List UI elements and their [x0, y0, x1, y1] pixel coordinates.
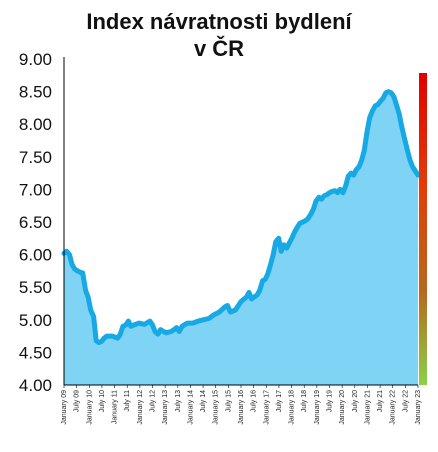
x-tick-label: July 21 — [377, 390, 384, 412]
x-tick-label: July 14 — [200, 390, 207, 412]
x-tick-label: July 22 — [402, 390, 409, 412]
x-tick-label: July 09 — [74, 390, 81, 412]
x-tick-label: July 15 — [225, 390, 232, 412]
x-tick-label: July 13 — [175, 390, 182, 412]
x-tick-label: July 18 — [301, 390, 308, 412]
x-tick-label: July 12 — [150, 390, 157, 412]
gauge-bar — [419, 73, 427, 385]
y-tick-label: 7.50 — [19, 148, 52, 167]
x-tick-label: July 10 — [99, 390, 106, 412]
x-tick-label: January 14 — [187, 390, 194, 425]
y-tick-label: 7.00 — [19, 180, 52, 199]
x-tick-label: January 22 — [390, 390, 397, 425]
chart-title-line2: v ČR — [193, 36, 245, 61]
x-tick-label: July 11 — [124, 390, 131, 412]
series-line — [61, 89, 421, 346]
chart-title-line1: Index návratnosti bydlení — [86, 9, 352, 34]
x-tick-label: January 16 — [238, 390, 245, 425]
x-tick-label: January 17 — [263, 390, 270, 425]
x-tick-label: January 09 — [61, 390, 68, 425]
x-tick-label: January 11 — [112, 390, 119, 424]
x-tick-label: July 20 — [352, 390, 359, 412]
y-tick-label: 8.50 — [19, 83, 52, 102]
x-tick-label: July 17 — [276, 390, 283, 412]
y-tick-label: 5.50 — [19, 278, 52, 297]
y-tick-label: 4.50 — [19, 343, 52, 362]
y-tick-label: 4.00 — [19, 376, 52, 395]
y-tick-label: 6.00 — [19, 246, 52, 265]
x-tick-label: January 13 — [162, 390, 169, 425]
x-tick-label: January 21 — [364, 390, 371, 425]
x-tick-label: January 12 — [137, 390, 144, 425]
y-tick-label: 6.50 — [19, 213, 52, 232]
y-tick-label: 8.00 — [19, 115, 52, 134]
y-tick-label: 5.00 — [19, 311, 52, 330]
chart-title: Index návratnosti bydlení v ČR — [0, 8, 438, 62]
x-tick-label: January 10 — [86, 390, 93, 425]
x-tick-label: January 20 — [339, 390, 346, 425]
x-tick-label: July 19 — [327, 390, 334, 412]
x-tick-label: July 16 — [251, 390, 258, 412]
y-tick-label: 9.00 — [19, 50, 52, 69]
x-tick-label: January 19 — [314, 390, 321, 425]
x-tick-label: January 15 — [213, 390, 220, 425]
area-fill — [64, 91, 418, 385]
x-tick-label: January 18 — [289, 390, 296, 425]
x-tick-label: January 23 — [415, 390, 422, 425]
